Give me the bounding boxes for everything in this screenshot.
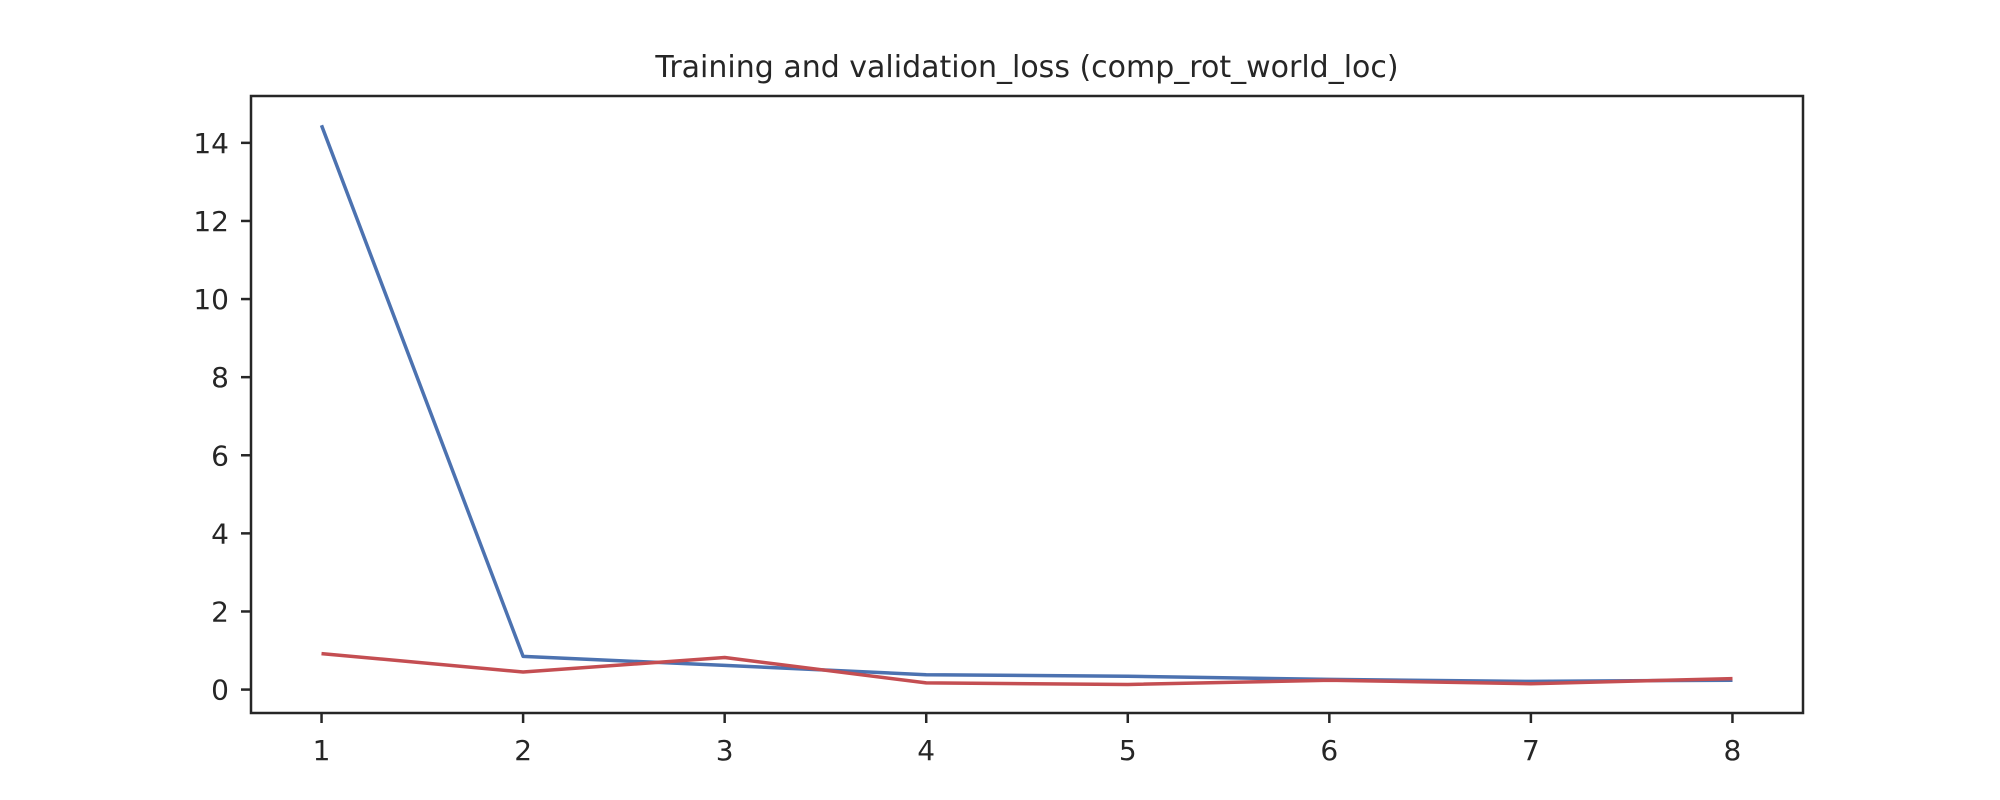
x-tick-label: 7 xyxy=(1522,734,1540,767)
x-tick-label: 3 xyxy=(716,734,734,767)
x-tick-label: 8 xyxy=(1724,734,1742,767)
x-tick-label: 1 xyxy=(313,734,331,767)
y-tick-label: 12 xyxy=(193,205,229,238)
x-tick-label: 5 xyxy=(1119,734,1137,767)
plot-frame xyxy=(249,94,1805,715)
y-tick-label: 14 xyxy=(193,127,229,160)
x-tick-label: 2 xyxy=(514,734,532,767)
y-tick-label: 6 xyxy=(211,439,229,472)
series-line-2 xyxy=(321,651,1733,687)
y-tick-label: 0 xyxy=(211,674,229,707)
y-tick-label: 2 xyxy=(211,595,229,628)
y-tick-label: 4 xyxy=(211,517,229,550)
chart-title: Training and validation_loss (comp_rot_w… xyxy=(654,50,1398,85)
y-tick-label: 8 xyxy=(211,361,229,394)
y-tick-label: 10 xyxy=(193,283,229,316)
x-tick-label: 4 xyxy=(917,734,935,767)
x-tick-label: 6 xyxy=(1320,734,1338,767)
series-line-1 xyxy=(319,124,1733,684)
